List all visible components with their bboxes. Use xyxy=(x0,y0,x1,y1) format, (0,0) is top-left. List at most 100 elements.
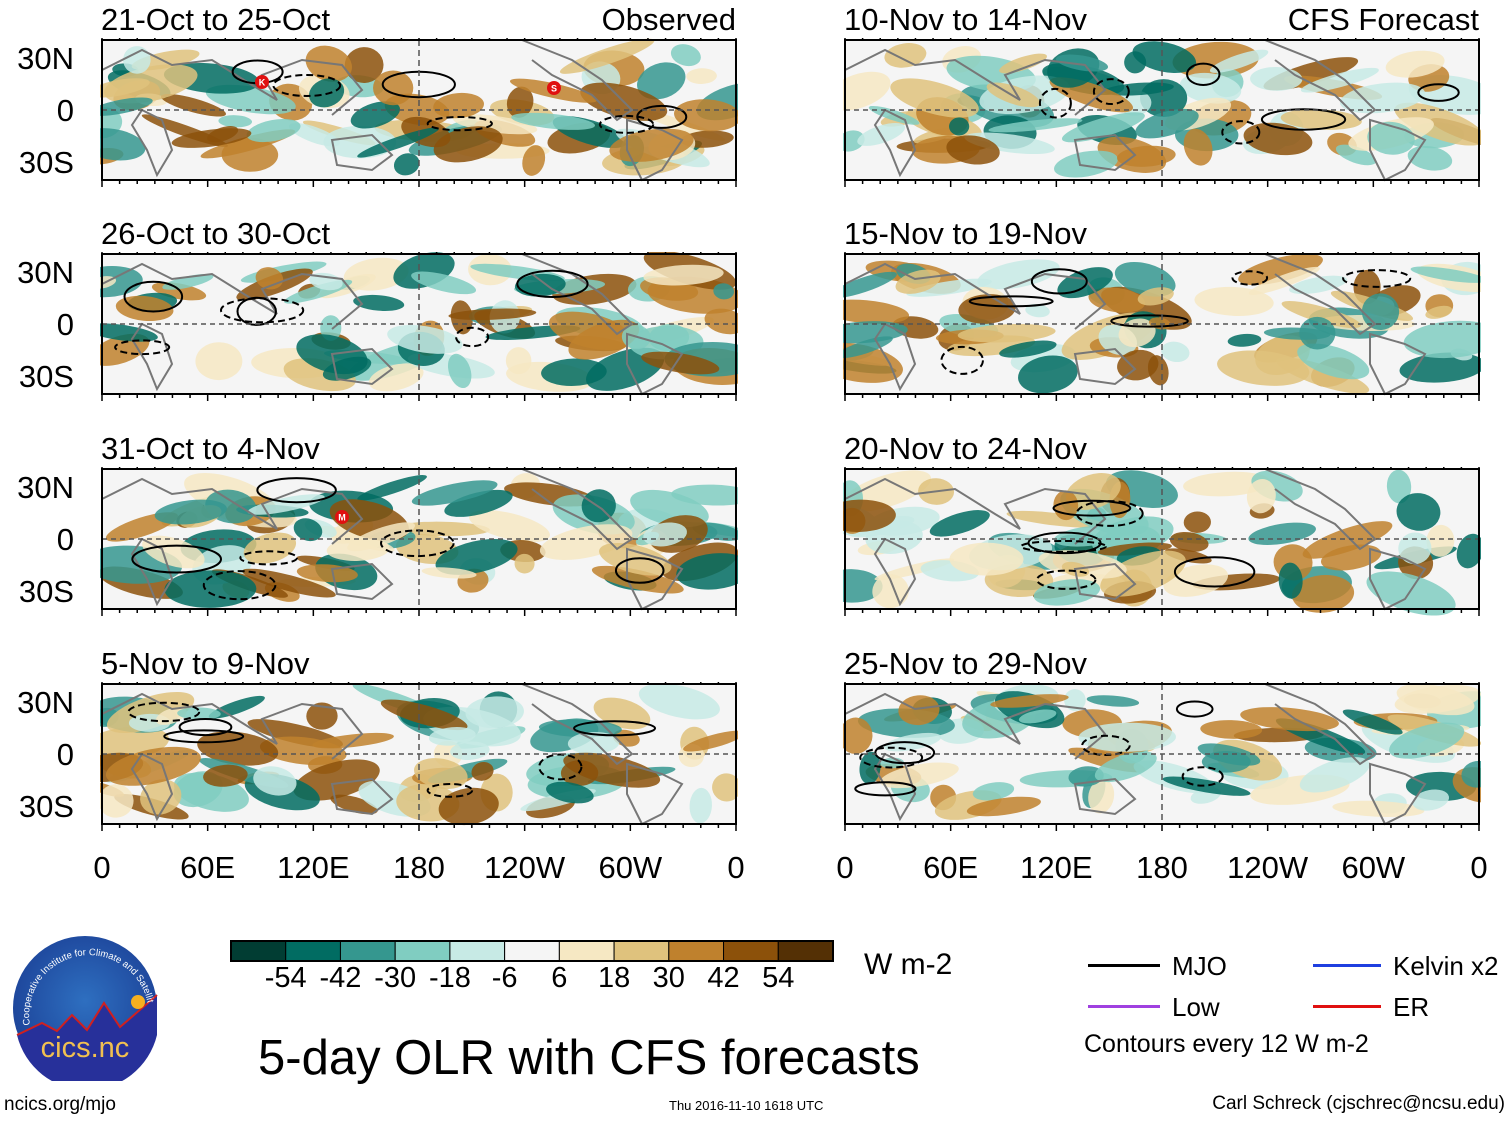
colorbar-tick-label: 54 xyxy=(762,962,795,994)
mjo-contour xyxy=(1030,268,1088,295)
olr-anomaly-shading xyxy=(438,787,499,826)
olr-anomaly-shading xyxy=(1407,145,1453,171)
olr-anomaly-shading xyxy=(1238,253,1323,286)
colorbar-tick-label: -30 xyxy=(374,962,417,994)
olr-anomaly-shading xyxy=(890,78,979,118)
footer-url[interactable]: ncics.org/mjo xyxy=(4,1094,116,1115)
colorbar xyxy=(230,940,834,962)
panel-title: 20-Nov to 24-Nov xyxy=(844,431,1087,466)
coastline xyxy=(1264,39,1377,122)
storm-marker: M xyxy=(335,510,349,524)
mjo-contour xyxy=(1081,734,1131,757)
olr-anomaly-shading xyxy=(1227,333,1262,347)
olr-anomaly-shading xyxy=(115,295,174,322)
olr-anomaly-shading xyxy=(641,351,720,375)
lon-label: 60E xyxy=(923,850,979,885)
colorbar-swatch xyxy=(723,940,779,962)
olr-anomaly-shading xyxy=(999,53,1047,74)
olr-anomaly-shading xyxy=(643,264,724,286)
olr-anomaly-shading xyxy=(1339,82,1426,114)
olr-anomaly-shading xyxy=(999,340,1057,358)
mjo-contour xyxy=(598,114,655,134)
olr-anomaly-shading xyxy=(1172,41,1259,79)
olr-anomaly-shading xyxy=(104,64,198,104)
olr-anomaly-shading xyxy=(100,784,134,818)
coastline xyxy=(330,347,394,386)
olr-anomaly-shading xyxy=(1396,493,1441,531)
olr-anomaly-shading xyxy=(160,94,226,117)
mjo-contour xyxy=(636,104,688,129)
olr-anomaly-shading xyxy=(411,271,477,295)
panel-title: 5-Nov to 9-Nov xyxy=(101,646,310,681)
olr-anomaly-shading xyxy=(1162,776,1251,796)
olr-anomaly-shading xyxy=(471,761,494,781)
olr-anomaly-shading xyxy=(218,115,253,128)
colorbar-swatch xyxy=(339,940,396,962)
olr-anomaly-shading xyxy=(347,522,416,552)
map-panel xyxy=(843,252,1481,401)
lon-label: 0 xyxy=(1470,850,1488,885)
lon-label: 0 xyxy=(836,850,854,885)
colorbar-swatch xyxy=(558,940,615,962)
coastline xyxy=(844,692,1107,760)
olr-anomaly-shading xyxy=(1335,144,1377,166)
olr-anomaly-shading xyxy=(1246,478,1276,514)
olr-anomaly-shading xyxy=(1161,341,1190,363)
panel-column-label: CFS Forecast xyxy=(1287,2,1479,37)
colorbar-tick-label: -18 xyxy=(428,962,471,994)
map-panel xyxy=(843,467,1481,616)
legend-label-low: Low xyxy=(1172,992,1220,1022)
olr-anomaly-shading xyxy=(197,731,279,766)
olr-anomaly-shading xyxy=(1094,751,1157,783)
olr-anomaly-shading xyxy=(843,499,896,533)
olr-anomaly-shading xyxy=(433,92,484,119)
coastline xyxy=(521,253,634,336)
olr-anomaly-shading xyxy=(559,38,655,74)
olr-anomaly-shading xyxy=(643,522,687,547)
lat-label: 30S xyxy=(18,359,74,394)
mjo-contour xyxy=(1221,120,1261,145)
panel-title: 31-Oct to 4-Nov xyxy=(101,431,320,466)
olr-anomaly-shading xyxy=(330,794,378,815)
olr-anomaly-shading xyxy=(357,475,427,501)
olr-anomaly-shading xyxy=(1321,544,1382,571)
olr-anomaly-shading xyxy=(1117,349,1159,381)
olr-anomaly-shading xyxy=(1386,469,1412,504)
olr-anomaly-shading xyxy=(1183,128,1213,166)
olr-anomaly-shading xyxy=(514,553,535,574)
olr-anomaly-shading xyxy=(1086,695,1140,707)
olr-anomaly-shading xyxy=(689,787,712,824)
coastline xyxy=(1073,347,1137,386)
olr-anomaly-shading xyxy=(898,695,940,726)
lat-label: 0 xyxy=(56,522,74,557)
contour-note: Contours every 12 W m-2 xyxy=(1084,1030,1369,1058)
olr-anomaly-shading xyxy=(469,510,550,543)
lat-label: 0 xyxy=(56,93,74,128)
olr-anomaly-shading xyxy=(1018,355,1078,394)
olr-anomaly-shading xyxy=(444,489,513,517)
olr-anomaly-shading xyxy=(1088,778,1115,814)
lat-label: 30S xyxy=(18,789,74,824)
storm-marker: S xyxy=(547,81,561,95)
mjo-contour xyxy=(1186,62,1221,86)
coastline xyxy=(130,108,174,178)
coastline xyxy=(1264,683,1377,766)
colorbar-tick-label: 30 xyxy=(652,962,685,994)
olr-anomaly-shading xyxy=(713,283,735,300)
olr-anomaly-shading xyxy=(1289,275,1348,294)
colorbar-tick-label: 18 xyxy=(597,962,631,994)
panel-column-label: Observed xyxy=(601,2,736,37)
olr-anomaly-shading xyxy=(563,752,661,788)
map-panel: KS xyxy=(100,38,738,187)
colorbar-units: W m-2 xyxy=(864,948,953,981)
coastline xyxy=(330,562,394,601)
panel-title: 10-Nov to 14-Nov xyxy=(844,2,1087,37)
coastline xyxy=(873,108,917,178)
olr-anomaly-shading xyxy=(393,153,420,176)
coastline xyxy=(521,39,634,122)
olr-anomaly-shading xyxy=(100,128,146,161)
coastline xyxy=(626,118,684,182)
lon-label: 120E xyxy=(277,850,350,885)
mjo-contour xyxy=(256,477,337,504)
